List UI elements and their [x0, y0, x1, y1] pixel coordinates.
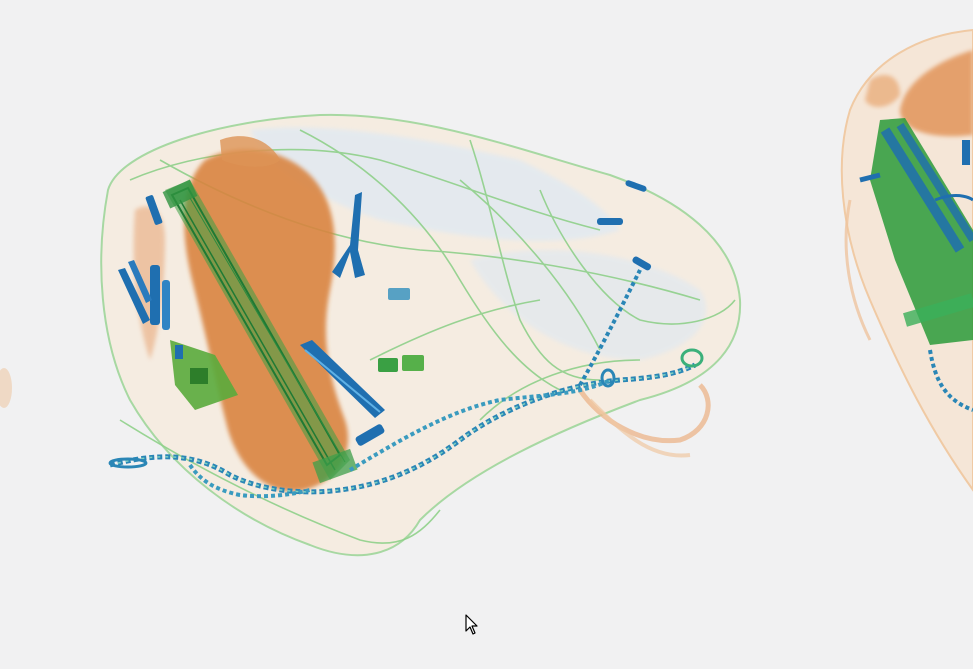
bag-folds — [119, 129, 736, 544]
arrow-cursor-icon — [465, 614, 478, 635]
green-device — [870, 118, 973, 345]
metal-item — [962, 140, 970, 165]
metal-items-center — [300, 180, 652, 446]
metal-items-left — [118, 195, 170, 330]
elongated-device — [162, 179, 358, 484]
strap — [588, 398, 691, 458]
bag-left — [100, 113, 742, 557]
edge-fragment — [0, 368, 12, 408]
chain — [108, 269, 704, 499]
organic-mass — [865, 75, 900, 107]
fabric-area — [470, 250, 707, 360]
green-bar — [903, 293, 973, 327]
metal-bar — [859, 172, 881, 183]
metal-bar — [896, 122, 973, 243]
bag-right-partial — [840, 28, 973, 492]
small-device — [170, 340, 238, 410]
chain — [928, 349, 973, 412]
strap — [844, 199, 872, 341]
organic-mass — [900, 50, 973, 137]
organic-top — [220, 136, 280, 167]
fabric-area — [250, 127, 620, 241]
metal-bar — [880, 127, 965, 253]
